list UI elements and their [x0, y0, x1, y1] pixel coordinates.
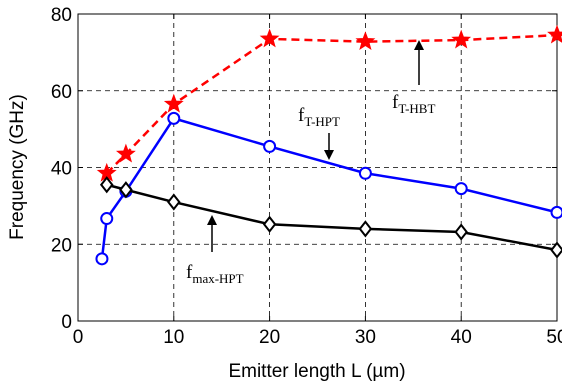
x-tick-label: 20	[259, 327, 280, 348]
x-tick-label: 30	[355, 327, 376, 348]
x-tick-label: 50	[546, 327, 562, 348]
data-point-ft-hpt	[95, 252, 109, 266]
data-point-ft-hbt	[355, 31, 376, 51]
data-point-ft-hbt	[547, 24, 562, 44]
anno-fmax-HPT: fmax-HPT	[186, 262, 244, 286]
arrow-fmax-HPT-head	[207, 215, 217, 225]
data-point-fmax-hpt	[550, 241, 562, 259]
data-point-fmax-hpt	[358, 220, 373, 238]
y-axis-label: Frequency (GHz)	[7, 94, 28, 240]
anno-fT-HPT: fT-HPT	[298, 105, 340, 129]
anno-fT-HBT: fT-HBT	[392, 92, 435, 116]
data-point-fmax-hpt	[262, 215, 277, 233]
series-ft-hbt	[96, 24, 562, 182]
arrow-fT-HPT-head	[324, 150, 334, 160]
y-tick-label: 60	[51, 82, 72, 103]
data-point-ft-hpt	[358, 166, 372, 180]
data-point-ft-hpt	[263, 139, 277, 153]
data-point-fmax-hpt	[99, 176, 114, 194]
x-tick-label: 40	[451, 327, 472, 348]
y-tick-label: 0	[61, 312, 72, 333]
y-tick-label: 40	[51, 159, 72, 180]
x-axis-label: Emitter length L (µm)	[228, 361, 405, 382]
x-tick-label: 0	[73, 327, 84, 348]
data-point-ft-hpt	[550, 205, 562, 219]
data-point-fmax-hpt	[167, 193, 181, 211]
data-point-ft-hpt	[454, 182, 468, 196]
arrow-fT-HBT-head	[414, 40, 424, 50]
axis-ticks: 0 10 20 30 40 50 0 20 40 60 80	[51, 5, 562, 348]
data-point-fmax-hpt	[119, 181, 133, 199]
data-point-ft-hbt	[115, 143, 136, 163]
data-point-ft-hbt	[259, 28, 280, 48]
series-group	[95, 24, 562, 266]
y-tick-label: 20	[51, 235, 72, 256]
data-point-fmax-hpt	[454, 223, 468, 241]
data-point-ft-hpt	[100, 212, 114, 226]
annotations: fT-HBT fT-HPT fmax-HPT	[186, 40, 435, 286]
x-tick-label: 10	[163, 327, 184, 348]
data-point-ft-hbt	[451, 29, 472, 49]
data-point-ft-hbt	[163, 93, 184, 113]
y-tick-label: 80	[51, 5, 72, 26]
series-fmax-hpt	[99, 176, 562, 259]
data-point-ft-hpt	[167, 111, 181, 125]
series-ft-hpt	[95, 111, 562, 266]
